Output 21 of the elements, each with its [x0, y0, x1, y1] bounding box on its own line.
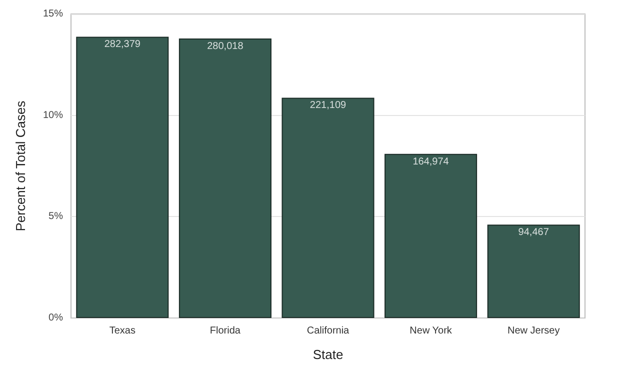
annotation: 94,467 [518, 227, 550, 238]
y-tick-label: 0% [48, 312, 64, 324]
bar [76, 36, 169, 318]
x-axis-title: State [312, 347, 344, 362]
x-tick-label: California [306, 326, 350, 336]
y-tick-label: 5% [48, 211, 64, 222]
annotation: 282,379 [104, 39, 141, 50]
x-tick-label: Texas [109, 326, 136, 336]
annotation: 280,018 [207, 41, 244, 52]
bar [178, 38, 272, 318]
x-tick-label: New York [410, 326, 453, 336]
annotation: 164,974 [412, 156, 450, 168]
y-tick-label: 10% [42, 110, 64, 121]
x-tick-label: New Jersey [507, 326, 560, 336]
bar [384, 154, 478, 318]
x-tick-label: Florida [210, 326, 241, 336]
annotation: 221,109 [310, 100, 347, 112]
bar [282, 98, 374, 318]
bar [487, 224, 580, 318]
y-tick-label: 15% [42, 8, 64, 20]
y-axis-title: Percent of Total Cases [13, 100, 28, 232]
